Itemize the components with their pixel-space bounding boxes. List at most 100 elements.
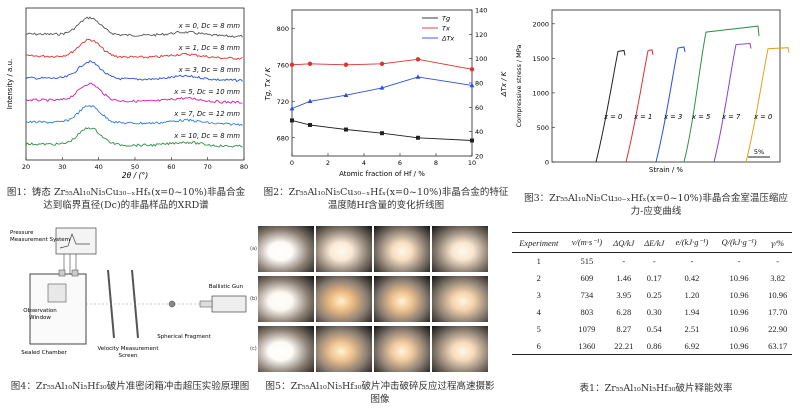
temp-point — [289, 62, 295, 67]
sensor-port — [71, 269, 79, 277]
temp-x-tick-label: 2 — [326, 159, 330, 167]
table-cell: 63.17 — [763, 337, 792, 355]
ss-curve-label: x = 0 — [753, 113, 772, 121]
table-cell: 0.30 — [646, 307, 662, 317]
xrd-x-tick-label: 80 — [240, 163, 248, 171]
figure-3-caption: 图3：Zr₅₅Al₁₀Ni₅Cu₃₀₋ₓHfₓ(x=0~10%)非晶合金室温压缩… — [524, 193, 788, 217]
table-row: 5 1079 8.27 0.54 2.51 10.96 22.90 — [512, 321, 792, 338]
gun-label: Ballistic Gun — [209, 284, 244, 290]
table-cell: 5 — [536, 324, 541, 334]
table-cell: 3 — [536, 290, 541, 300]
table-cell: 1.46 — [616, 273, 632, 283]
ss-curve — [745, 47, 790, 163]
table-cell: - — [776, 256, 780, 267]
figure-1-caption: 图1：铸态 Zr₅₅Al₁₀Ni₅Cu₃₀₋ₓHfₓ(x=0~10%)非晶合金达… — [6, 187, 246, 211]
table-cell: 1.94 — [684, 307, 700, 317]
temp-x-tick-label: 0 — [290, 159, 294, 167]
ss-y-tick-label: 0 — [545, 159, 549, 167]
ss-curve — [655, 46, 686, 163]
high-speed-frame — [374, 326, 430, 372]
figure-4-caption: 图4：Zr₅₅Al₁₀Ni₅Hf₃₀破片准密闭箱冲击超压实验原理图 — [10, 381, 250, 392]
xrd-curve — [25, 104, 243, 127]
screen-label-line2: Screen — [119, 353, 138, 359]
table-cell: 1.20 — [684, 290, 700, 300]
temp-right-tick-label: 100 — [475, 55, 487, 63]
xrd-x-tick-label: 20 — [22, 163, 30, 171]
table-header-cell: e/(kJ·g⁻¹) — [669, 232, 715, 253]
ss-curve — [683, 25, 760, 163]
temp-right-axis-label: ΔTx / K — [500, 70, 508, 97]
xrd-curve-label: x = 0, Dc = 8 mm — [178, 22, 241, 30]
pressure-label-line2: Measurement System — [10, 237, 70, 243]
table-cell: - — [622, 256, 626, 267]
screen-label-line1: Velocity Measurement — [97, 346, 159, 352]
temp-x-tick-label: 4 — [362, 159, 366, 167]
ballistic-gun — [211, 295, 247, 313]
temp-point — [289, 105, 295, 111]
temp-point — [307, 61, 313, 67]
window-label-line1: Observation — [23, 308, 57, 314]
temp-point — [307, 98, 313, 104]
ss-y-axis-label: Compressive stress / MPa — [515, 45, 523, 128]
high-speed-frame — [316, 326, 372, 372]
stress-strain-chart: 0 500 1000 1500 2000 x = 0 x = 1 x = 3 x = 5 x =… — [515, 9, 790, 174]
table-cell: 10.96 — [729, 273, 749, 283]
table-cell: - — [652, 256, 656, 267]
high-speed-frame — [374, 226, 430, 272]
photo-row-label: (a) — [250, 246, 257, 252]
figure-2-caption: 图2：Zr₅₅Al₁₀Ni₅Cu₃₀₋ₓHfₓ(x=0~10%)非晶合金的特征温… — [263, 187, 509, 211]
xrd-x-axis-label: 2θ / (°) — [122, 171, 148, 180]
xrd-x-tick-label: 40 — [95, 163, 103, 171]
table-row: 2 609 1.46 0.17 0.42 10.96 3.82 — [512, 270, 792, 287]
temp-point — [415, 74, 421, 79]
temp-x-tick-label: 10 — [468, 159, 476, 167]
table-cell: 0.25 — [646, 290, 662, 300]
figure-5-photo-grid: (a) (b) (c) — [250, 226, 488, 374]
figure-3-stress-strain: 0 500 1000 1500 2000 x = 0 x = 1 x = 3 x = 5 x =… — [512, 4, 796, 180]
xrd-curve-label: x = 5, Dc = 10 mm — [173, 88, 240, 96]
temp-right-tick-label: 80 — [475, 80, 483, 88]
table-cell: 6.28 — [616, 307, 632, 317]
table-cell: 22.90 — [768, 324, 788, 334]
xrd-curve-label: x = 7, Dc = 12 mm — [173, 110, 240, 118]
temp-series-line — [291, 58, 473, 70]
xrd-chart: x = 0, Dc = 8 mm x = 1, Dc = 8 mm x = 3, D… — [6, 7, 248, 180]
table-cell: 0.54 — [646, 324, 662, 334]
high-speed-frame — [432, 276, 488, 322]
high-speed-frame — [258, 226, 314, 272]
pressure-signal-icon — [59, 232, 90, 249]
high-speed-frame — [432, 226, 488, 272]
ss-y-tick-label: 1500 — [532, 55, 549, 63]
table-cell: 1 — [536, 256, 541, 267]
table-cell: 0.86 — [639, 337, 670, 355]
ss-scale-label: 5% — [754, 148, 764, 156]
high-speed-frame — [374, 276, 430, 322]
spherical-fragment — [168, 300, 176, 308]
high-speed-frame — [432, 326, 488, 372]
figure-1-xrd: x = 0, Dc = 8 mm x = 1, Dc = 8 mm x = 3, D… — [4, 4, 252, 180]
temp-legend-label: ΔTx — [441, 35, 454, 43]
temp-point — [380, 131, 384, 136]
figure-4-schematic: Pressure Measurement System Observation … — [4, 226, 254, 376]
temp-legend-label: Tg — [442, 15, 450, 23]
temp-point — [343, 92, 349, 97]
table-header-cell: Experiment — [512, 232, 566, 253]
temp-right-tick-label: 60 — [475, 104, 483, 112]
temp-point — [344, 127, 348, 132]
temp-left-tick-label: 800 — [277, 25, 289, 33]
table-cell: 2.51 — [684, 324, 700, 334]
energy-release-table: Experiment v/(m·s⁻¹) ΔQ/kJ ΔE/kJ e/(kJ·g⁻¹) Q… — [512, 232, 792, 355]
temp-right-tick-label: 120 — [475, 31, 487, 39]
table-cell: - — [737, 256, 741, 267]
table-cell: 609 — [580, 273, 594, 283]
table-cell: 734 — [580, 290, 594, 300]
ss-curve — [625, 49, 654, 163]
temp-point — [469, 67, 475, 72]
ss-x-axis-label: Strain / % — [649, 166, 684, 174]
table-header-cell: γ/% — [763, 232, 792, 253]
temp-series-line — [291, 119, 473, 141]
temp-series-line — [291, 76, 473, 109]
temp-left-tick-label: 720 — [277, 98, 289, 106]
table-cell: 6 — [512, 337, 566, 355]
temp-right-tick-label: 140 — [475, 7, 487, 15]
